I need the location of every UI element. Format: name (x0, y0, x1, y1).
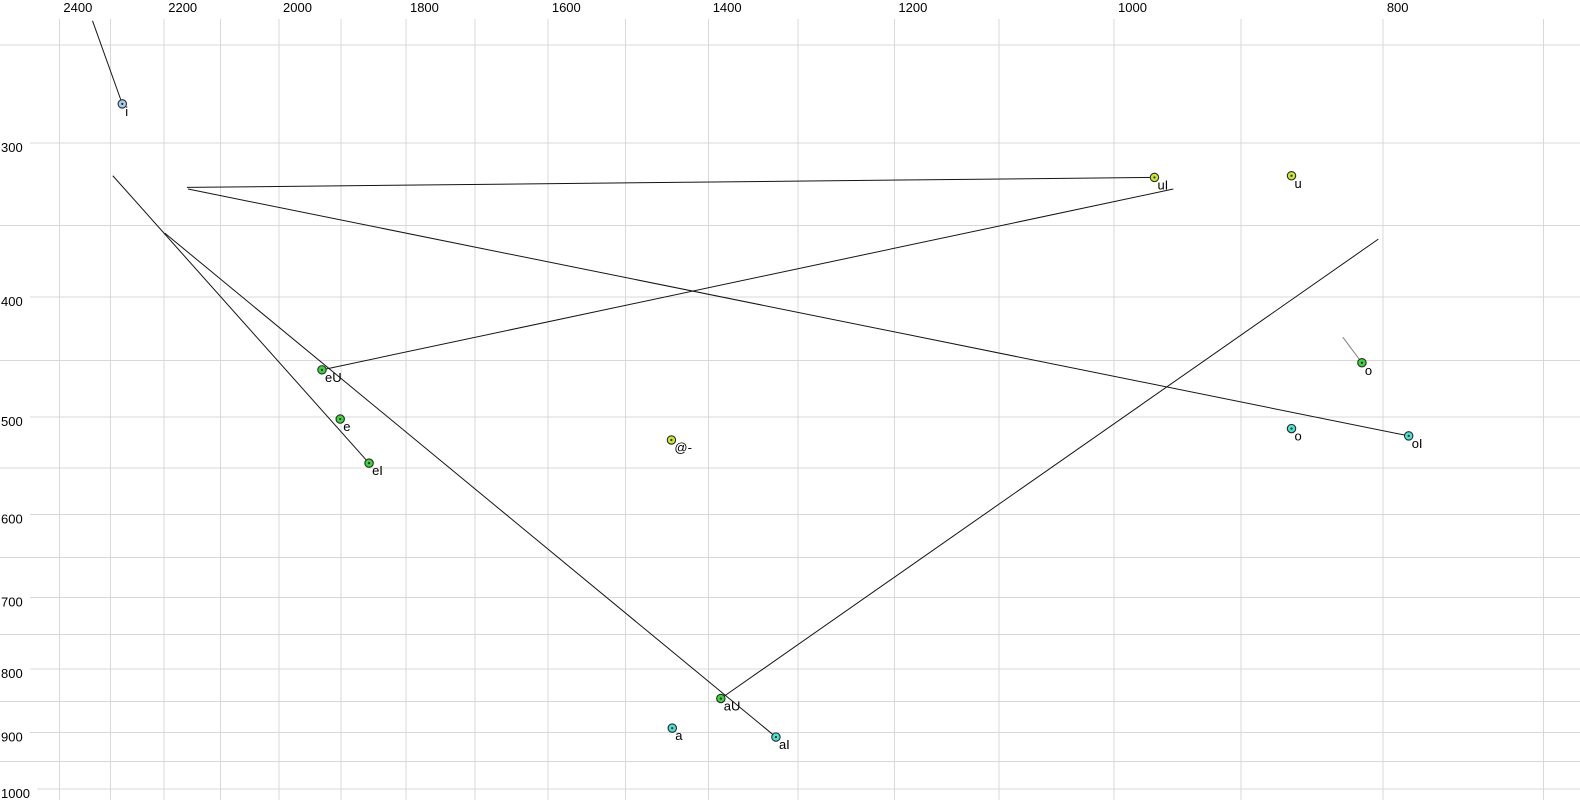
vowel-marker-dot-eU (320, 368, 324, 371)
x-tick-1400: 1400 (713, 0, 742, 15)
vowel-marker-dot-oI (1407, 434, 1410, 437)
y-tick-300: 300 (1, 140, 23, 155)
x-tick-1000: 1000 (1118, 0, 1147, 15)
vowel-label-aU: aU (724, 698, 741, 713)
x-tick-1600: 1600 (552, 0, 581, 15)
vowel-label-eU: eU (325, 370, 342, 385)
trajectory-oI (187, 188, 1409, 437)
trajectory-lines (92, 20, 1409, 738)
vowel-label-a: a (675, 728, 683, 743)
vowel-marker-dot-u (1290, 174, 1293, 177)
vowel-marker-dot-aI (774, 735, 778, 739)
y-tick-bg-800 (0, 666, 30, 683)
y-tick-1000: 1000 (1, 786, 30, 800)
vowel-marker-dot-uI (1153, 176, 1156, 179)
data-points: i uI u eU e eI @- o o oI aU a aI (117, 99, 1423, 752)
y-tick-bg-300 (0, 139, 30, 156)
vowel-point-eU: eU (317, 365, 342, 385)
y-tick-bg-1000 (0, 785, 37, 800)
y-tick-900: 900 (1, 729, 23, 744)
trajectory-eI (112, 175, 370, 464)
vowel-marker-dot-o (1290, 427, 1293, 430)
vowel-point-uI: uI (1149, 172, 1168, 192)
vowel-point-u: u (1286, 171, 1302, 191)
x-tick-2000: 2000 (283, 0, 312, 15)
vowel-point-i: i (117, 99, 128, 119)
vowel-label-oI: oI (1412, 436, 1423, 451)
vowel-label-o-muted: o (1365, 363, 1372, 378)
gridlines (0, 19, 1580, 800)
y-tick-700: 700 (1, 594, 23, 609)
vowel-point-schwa-: @- (666, 435, 692, 455)
vowel-point-e: e (335, 414, 350, 434)
vowel-point-o: o (1286, 423, 1302, 444)
vowel-label-aI: aI (779, 737, 790, 752)
vowel-point-a: a (667, 723, 683, 743)
axis-tick-labels: 2400 2200 2000 1800 1600 1400 1200 1000 800 300 40… (0, 0, 1409, 800)
vowel-label-schwa-: @- (674, 440, 692, 455)
vowel-marker-dot-eI (367, 462, 371, 465)
trajectory-aI (164, 232, 777, 738)
trajectory-aU (720, 238, 1379, 699)
vowel-point-oI: oI (1403, 431, 1423, 451)
vowel-label-o: o (1295, 429, 1302, 444)
vowel-point-aU: aU (716, 693, 741, 713)
vowel-marker-dot-a (671, 727, 674, 730)
vowel-label-eI: eI (372, 463, 383, 478)
vowel-marker-dot-i (121, 102, 124, 105)
y-tick-bg-600 (0, 511, 30, 528)
trajectory-i (92, 20, 123, 105)
vowel-point-eI: eI (364, 458, 383, 478)
y-tick-bg-700 (0, 594, 30, 611)
y-tick-bg-400 (0, 294, 30, 311)
vowel-label-u: u (1295, 176, 1302, 191)
x-tick-2400: 2400 (63, 0, 92, 15)
x-tick-1800: 1800 (410, 0, 439, 15)
y-tick-800: 800 (1, 666, 23, 681)
y-tick-bg-500 (0, 413, 30, 430)
vowel-point-o-muted: o (1357, 358, 1372, 378)
vowel-marker-dot-o-muted (1360, 361, 1364, 364)
vowel-marker-dot-e (339, 417, 342, 421)
vowel-label-i: i (125, 104, 128, 119)
y-tick-500: 500 (1, 414, 23, 429)
x-tick-800: 800 (1387, 0, 1409, 15)
y-tick-bg-900 (0, 729, 30, 746)
vowel-label-e: e (343, 419, 350, 434)
x-tick-1200: 1200 (898, 0, 927, 15)
vowel-marker-dot-aU (719, 697, 722, 700)
trajectory-o-muted (1342, 336, 1363, 364)
trajectory-eU (321, 188, 1174, 371)
vowel-point-aI: aI (771, 732, 790, 752)
y-tick-600: 600 (1, 512, 23, 527)
vowel-label-uI: uI (1157, 177, 1168, 192)
trajectory-uI (186, 176, 1155, 188)
y-tick-400: 400 (1, 294, 23, 309)
x-tick-2200: 2200 (168, 0, 197, 15)
vowel-marker-dot-schwa- (670, 438, 673, 442)
